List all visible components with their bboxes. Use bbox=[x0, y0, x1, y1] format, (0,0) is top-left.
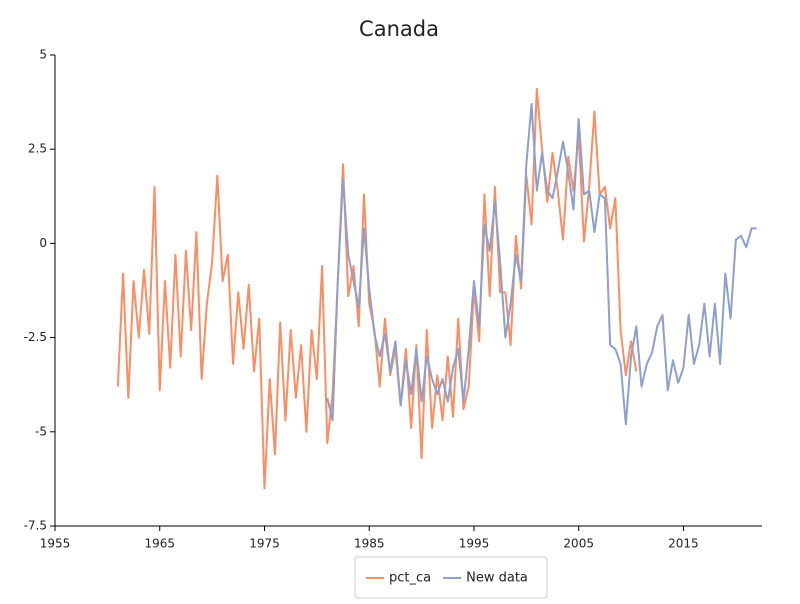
x-tick-label: 1985 bbox=[354, 537, 385, 551]
y-tick-label: 2.5 bbox=[28, 142, 47, 156]
legend-label: New data bbox=[466, 571, 528, 586]
series-line bbox=[116, 87, 638, 490]
x-tick-label: 1995 bbox=[459, 537, 490, 551]
y-tick-label: -5 bbox=[35, 424, 47, 438]
x-tick-label: 2005 bbox=[563, 537, 594, 551]
x-tick-label: 1965 bbox=[144, 537, 175, 551]
x-tick-label: 1955 bbox=[40, 537, 71, 551]
x-tick-label: 2015 bbox=[668, 537, 699, 551]
chart-title: Canada bbox=[359, 17, 439, 41]
series-line bbox=[326, 102, 757, 426]
y-tick-label: 0 bbox=[39, 236, 47, 250]
y-tick-label: -2.5 bbox=[24, 330, 47, 344]
legend-label: pct_ca bbox=[389, 571, 431, 586]
y-tick-label: 5 bbox=[39, 48, 47, 62]
y-tick-label: -7.5 bbox=[24, 519, 47, 533]
x-tick-label: 1975 bbox=[249, 537, 280, 551]
